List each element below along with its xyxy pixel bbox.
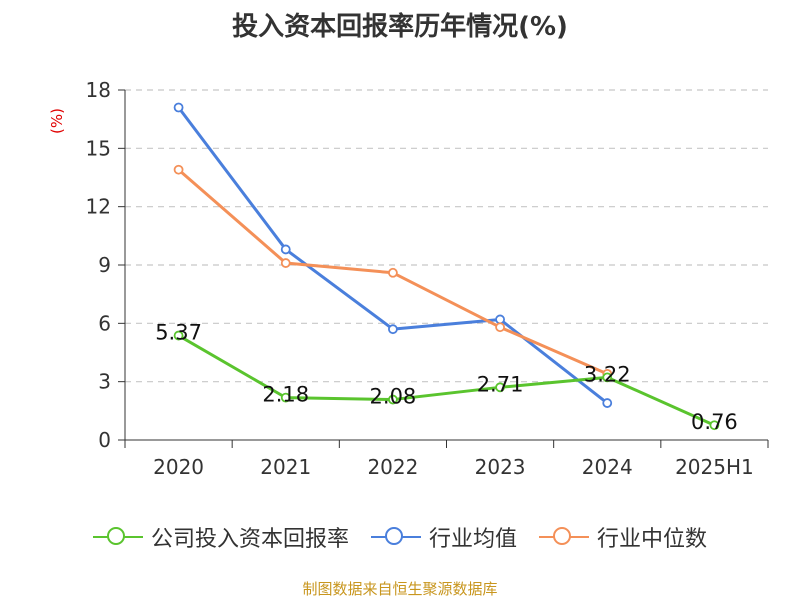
source-footer: 制图数据来自恒生聚源数据库 (302, 580, 498, 598)
legend-label-industry-median: 行业中位数 (597, 527, 708, 552)
data-point-2 (173, 164, 184, 175)
data-point-2 (280, 258, 291, 268)
data-point-0 (280, 392, 291, 403)
data-label: 5.37 (155, 321, 202, 345)
x-tick-label: 2025H1 (675, 455, 754, 479)
series-line-0 (177, 334, 716, 427)
legend-label-industry-mean: 行业均值 (428, 527, 517, 552)
y-tick-label: 9 (98, 253, 111, 277)
data-label: 0.76 (691, 410, 738, 434)
x-tick-label: 2021 (260, 455, 311, 479)
y-tick-label: 18 (86, 78, 111, 102)
data-point-0 (495, 382, 505, 393)
x-tick-label: 2020 (153, 455, 204, 479)
data-point-1 (388, 324, 398, 335)
x-tick-label: 2022 (367, 455, 418, 479)
y-tick-label: 6 (98, 311, 111, 335)
series-line-1 (177, 106, 609, 405)
y-tick-label: 3 (98, 370, 111, 394)
data-point-2 (495, 322, 505, 333)
legend-label-company: 公司投入资本回报率 (150, 527, 349, 552)
legend-item-industry-mean[interactable]: 行业均值 (370, 521, 517, 553)
data-point-1 (602, 398, 613, 408)
x-tick-label: 2023 (475, 455, 526, 479)
data-label: 2.71 (477, 372, 524, 396)
y-tick-label: 15 (86, 136, 111, 160)
legend-marker-industry-mean (370, 526, 421, 548)
legend-item-company[interactable]: 公司投入资本回报率 (92, 521, 349, 553)
legend-marker-industry-median (539, 526, 589, 548)
chart-title: 投入资本回报率历年情况(%) (232, 12, 568, 42)
chart-legend: 公司投入资本回报率 行业均值 行业中位数 (0, 520, 800, 554)
data-point-0 (602, 372, 613, 383)
data-label: 2.08 (370, 385, 417, 409)
data-label: 3.22 (584, 362, 631, 386)
data-point-0 (388, 394, 398, 405)
data-label: 2.18 (262, 383, 309, 407)
data-point-0 (709, 420, 720, 431)
y-tick-label: 12 (86, 195, 111, 219)
y-tick-label: 0 (98, 428, 111, 452)
data-point-1 (173, 102, 184, 113)
data-point-0 (173, 330, 184, 341)
legend-marker-company (92, 526, 143, 548)
data-point-2 (388, 267, 398, 278)
x-tick-label: 2024 (582, 455, 633, 479)
data-point-1 (280, 244, 291, 255)
data-point-1 (495, 314, 505, 325)
legend-item-industry-median[interactable]: 行业中位数 (539, 521, 707, 553)
